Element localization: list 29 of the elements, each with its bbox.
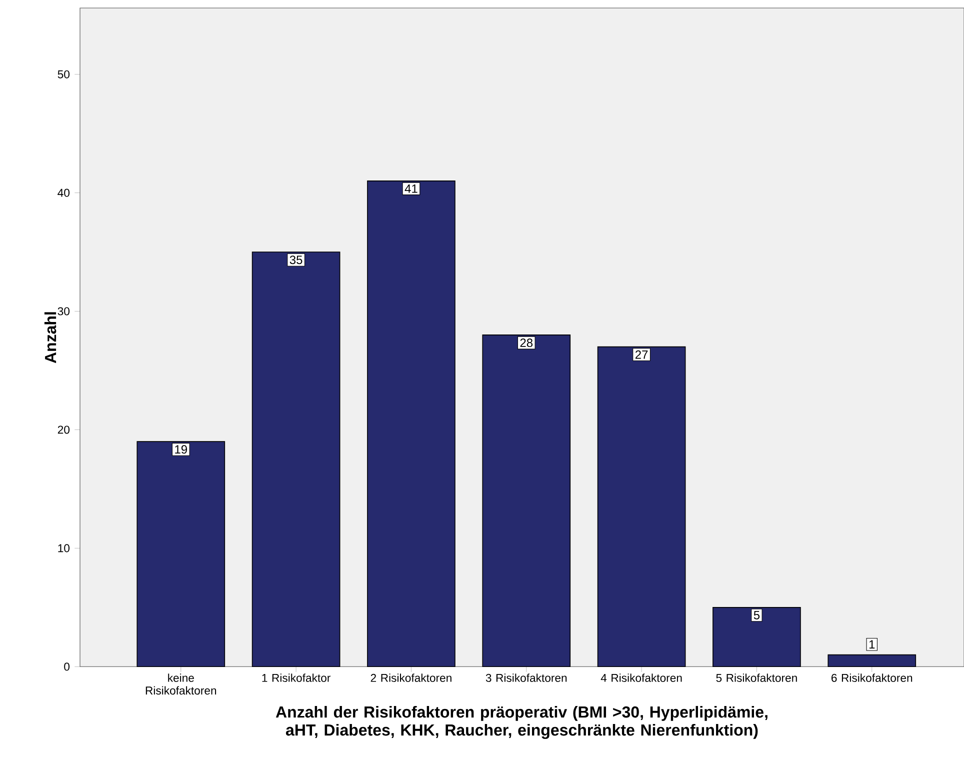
x-axis-title: Anzahl der Risikofaktoren präoperativ (BMI >30, Hyperlipidämie, aHT, Diabetes, KHK, Raucher, eingeschränkte Nierenfunktion) — [276, 706, 768, 739]
x-tick-label: 5 Risikofaktoren — [716, 674, 797, 682]
y-tick-label: 20 — [58, 426, 70, 434]
bar — [252, 252, 340, 668]
x-tick-label: keine Risikofaktoren — [146, 674, 216, 695]
x-tick-label: 6 Risikofaktoren — [832, 674, 912, 682]
y-tick-label: 10 — [58, 544, 70, 552]
bar — [597, 346, 686, 668]
bar — [136, 441, 226, 668]
y-tick-label: 30 — [58, 307, 70, 316]
data-label: 41 — [404, 184, 418, 193]
y-tick-label: 50 — [58, 70, 70, 78]
x-tick-label: 4 Risikofaktoren — [600, 674, 682, 682]
data-label: 28 — [520, 338, 533, 348]
bar — [367, 180, 456, 668]
x-tick-label: 1 Risikofaktor — [262, 674, 330, 682]
data-label: 5 — [754, 611, 760, 620]
bar — [482, 334, 571, 668]
data-label: 27 — [635, 350, 648, 359]
x-tick-label: 2 Risikofaktoren — [370, 674, 452, 682]
data-label: 19 — [175, 445, 187, 454]
x-tick-label: 3 Risikofaktoren — [486, 674, 567, 682]
bar — [712, 607, 801, 668]
y-tick-label: 0 — [64, 662, 70, 671]
data-label: 35 — [290, 256, 302, 264]
y-axis-title: Anzahl — [44, 312, 56, 364]
y-tick-label: 40 — [58, 188, 70, 197]
bar — [828, 654, 916, 668]
data-label: 1 — [869, 640, 875, 649]
